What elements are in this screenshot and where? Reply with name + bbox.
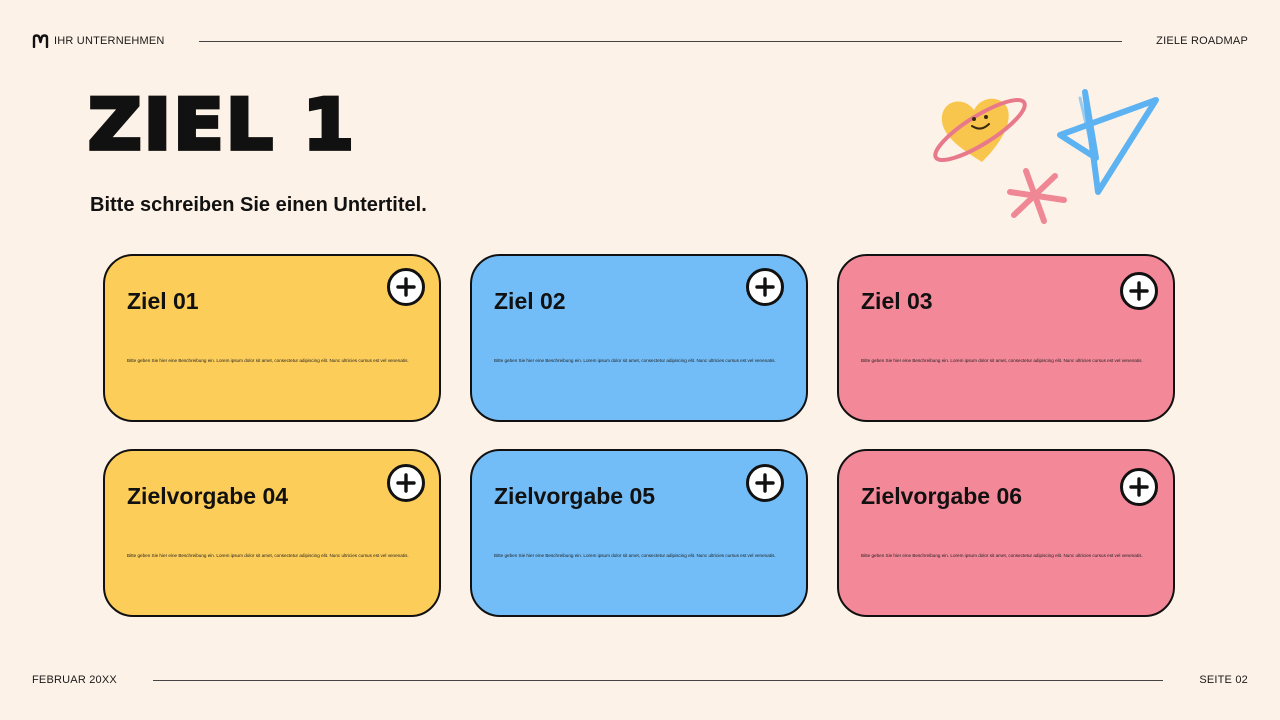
add-button[interactable] bbox=[746, 268, 784, 306]
footer-date: FEBRUAR 20XX bbox=[32, 674, 117, 686]
goal-card-title: Zielvorgabe 05 bbox=[494, 483, 656, 509]
goal-card-01: Ziel 01 Bitte geben Sie hier eine Beschr… bbox=[103, 254, 441, 422]
goal-card-05: Zielvorgabe 05 Bitte geben Sie hier eine… bbox=[470, 449, 808, 617]
brand-name: IHR UNTERNEHMEN bbox=[54, 35, 165, 47]
add-button[interactable] bbox=[387, 464, 425, 502]
goal-card-description: Bitte geben Sie hier eine Beschreibung e… bbox=[861, 553, 1143, 558]
header-divider bbox=[198, 40, 1123, 42]
goal-card-06: Zielvorgabe 06 Bitte geben Sie hier eine… bbox=[837, 449, 1175, 617]
page-subtitle: Bitte schreiben Sie einen Untertitel. bbox=[90, 194, 427, 216]
goal-card-description: Bitte geben Sie hier eine Beschreibung e… bbox=[127, 553, 409, 558]
plus-icon bbox=[755, 473, 775, 493]
goal-card-title: Ziel 03 bbox=[861, 288, 933, 314]
plus-icon bbox=[1129, 477, 1149, 497]
document-label: ZIELE ROADMAP bbox=[1156, 35, 1248, 47]
add-button[interactable] bbox=[746, 464, 784, 502]
page-title: ZIEL 1 bbox=[86, 84, 357, 166]
footer-divider bbox=[152, 679, 1164, 681]
asterisk-doodle-icon bbox=[1007, 168, 1067, 224]
page-number: SEITE 02 bbox=[1199, 674, 1248, 686]
add-button[interactable] bbox=[387, 268, 425, 306]
goal-card-title: Ziel 02 bbox=[494, 288, 566, 314]
goal-card-04: Zielvorgabe 04 Bitte geben Sie hier eine… bbox=[103, 449, 441, 617]
header-bar: IHR UNTERNEHMEN ZIELE ROADMAP bbox=[32, 30, 1248, 52]
goal-card-title: Zielvorgabe 06 bbox=[861, 483, 1023, 509]
heart-planet-icon bbox=[933, 97, 1027, 163]
goal-card-description: Bitte geben Sie hier eine Beschreibung e… bbox=[127, 358, 409, 363]
goal-card-title: Ziel 01 bbox=[127, 288, 199, 314]
goal-card-description: Bitte geben Sie hier eine Beschreibung e… bbox=[861, 358, 1143, 363]
goal-card-description: Bitte geben Sie hier eine Beschreibung e… bbox=[494, 358, 776, 363]
add-button[interactable] bbox=[1120, 272, 1158, 310]
brand: IHR UNTERNEHMEN bbox=[32, 34, 165, 48]
goal-card-description: Bitte geben Sie hier eine Beschreibung e… bbox=[494, 553, 776, 558]
goal-card-03: Ziel 03 Bitte geben Sie hier eine Beschr… bbox=[837, 254, 1175, 422]
plus-icon bbox=[396, 277, 416, 297]
decorative-doodles bbox=[933, 89, 1159, 224]
brand-logo-icon bbox=[32, 34, 49, 48]
footer-bar: FEBRUAR 20XX SEITE 02 bbox=[32, 669, 1248, 691]
plus-icon bbox=[755, 277, 775, 297]
plus-icon bbox=[396, 473, 416, 493]
goal-card-02: Ziel 02 Bitte geben Sie hier eine Beschr… bbox=[470, 254, 808, 422]
plus-icon bbox=[1129, 281, 1149, 301]
add-button[interactable] bbox=[1120, 468, 1158, 506]
star-doodle-icon bbox=[1057, 89, 1159, 195]
goal-card-title: Zielvorgabe 04 bbox=[127, 483, 289, 509]
